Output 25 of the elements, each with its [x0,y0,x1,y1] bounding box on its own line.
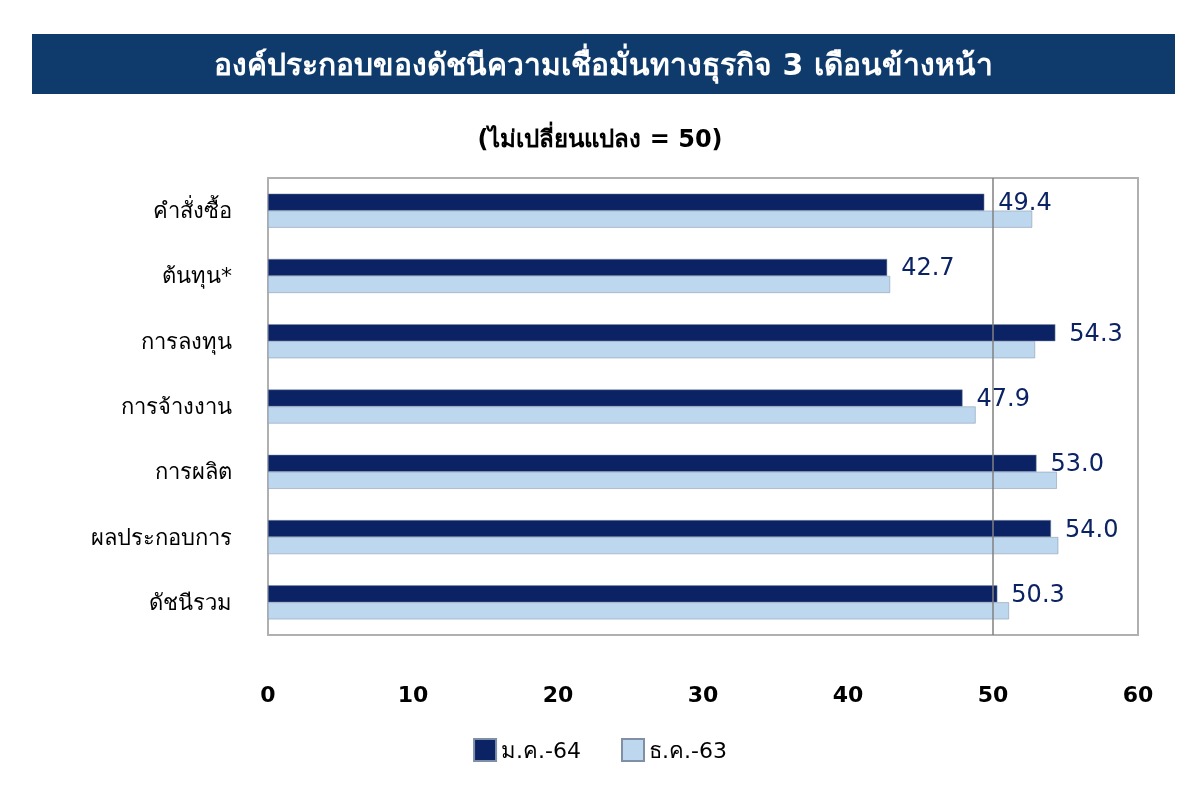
chart-subtitle: (ไม่เปลี่ยนแปลง = 50) [477,121,723,153]
y-tick-label: ผลประกอบการ [91,524,232,550]
y-tick-label: การลงทุน [141,328,232,355]
data-label: 47.9 [976,384,1030,412]
x-tick-label: 50 [977,681,1009,707]
data-label: 50.3 [1011,579,1065,608]
x-tick-label: 60 [1122,681,1154,707]
y-tick-label: ดัชนีรวม [149,589,232,615]
data-label: 49.4 [998,188,1052,217]
x-tick-label: 0 [260,681,276,707]
y-tick-label: การจ้างงาน [121,394,232,419]
x-tick-label: 20 [542,681,574,707]
data-label: 54.3 [1069,318,1123,347]
x-tick-label: 30 [687,681,719,707]
data-label: 53.0 [1050,449,1104,478]
data-label: 42.7 [901,253,955,282]
data-label: 54.0 [1065,514,1119,543]
y-tick-label: คำสั่งซื้อ [153,195,232,224]
x-tick-label: 40 [832,681,864,707]
x-tick-label: 10 [397,681,429,707]
legend-label: ธ.ค.-63 [649,737,727,763]
chart-title: องค์ประกอบของดัชนีความเชื่อมั่นทางธุรกิจ 3 เดือนข้างหน้า [32,34,1175,94]
y-tick-label: การผลิต [155,459,232,485]
y-tick-label: ต้นทุน* [162,263,232,290]
legend-label: ม.ค.-64 [501,737,581,763]
